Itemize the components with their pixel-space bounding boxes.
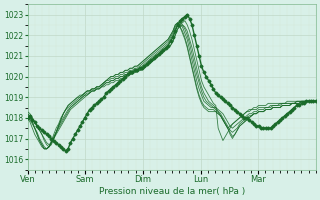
X-axis label: Pression niveau de la mer( hPa ): Pression niveau de la mer( hPa ) (99, 187, 245, 196)
